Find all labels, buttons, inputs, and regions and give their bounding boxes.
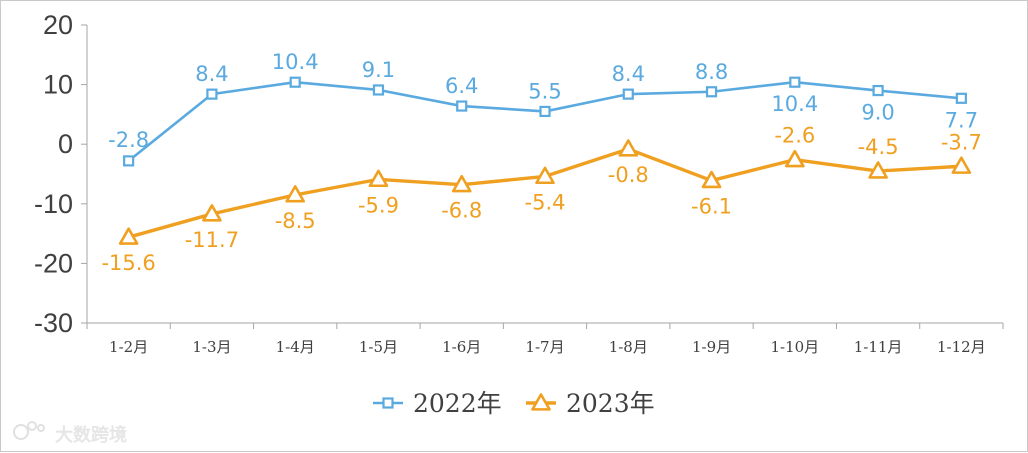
- x-tick-label: 1-12月: [937, 338, 986, 356]
- data-label: -4.5: [858, 135, 899, 159]
- data-label: 10.4: [771, 92, 818, 116]
- data-label: -0.8: [608, 163, 649, 187]
- data-label: 8.4: [195, 62, 228, 86]
- data-point: [622, 88, 634, 100]
- data-label: 7.7: [945, 108, 978, 132]
- x-tick-label: 1-11月: [854, 338, 903, 356]
- data-point: [289, 76, 301, 88]
- series-0: [123, 76, 967, 167]
- data-label: 8.4: [612, 62, 645, 86]
- watermark-text: 大数跨境: [55, 424, 127, 446]
- legend: 2022年 2023年: [373, 389, 655, 418]
- data-point: [872, 84, 884, 97]
- data-point: [951, 156, 972, 174]
- y-tick-label: 10: [43, 70, 73, 100]
- data-label: -6.1: [691, 195, 732, 219]
- data-point: [368, 169, 389, 188]
- data-label: -5.4: [525, 190, 566, 214]
- data-label: 6.4: [445, 74, 478, 98]
- data-point: [206, 88, 218, 100]
- data-point: [372, 84, 385, 96]
- data-point: [868, 161, 888, 179]
- data-point: [789, 76, 801, 88]
- data-label: -11.7: [185, 228, 239, 252]
- data-point: [955, 92, 967, 104]
- axes: [86, 25, 1003, 324]
- legend-label: 2022年: [413, 389, 502, 418]
- data-label: -3.7: [941, 130, 982, 154]
- data-label: 5.5: [528, 79, 561, 103]
- x-tick-label: 1-10月: [770, 338, 819, 356]
- x-tick-label: 1-3月: [192, 338, 231, 356]
- x-tick-label: 1-8月: [609, 338, 648, 356]
- data-labels: -2.8 8.4 10.4 9.1 6.4 5.5 8.4 8.8 10.4 9.0 7.7 -15.…: [101, 50, 981, 275]
- legend-item: 2022年: [373, 389, 502, 418]
- data-point: [456, 100, 468, 112]
- y-tick-label: 0: [58, 129, 73, 159]
- data-label: -2.8: [108, 128, 149, 152]
- x-tick-label: 1-4月: [276, 338, 315, 356]
- data-point: [701, 170, 722, 189]
- x-tick-label: 1-2月: [109, 338, 148, 356]
- data-point: [535, 166, 555, 185]
- data-point: [705, 86, 718, 98]
- data-label: -6.8: [441, 199, 482, 223]
- y-axis-ticks: 20 10 0 -10 -20 -30: [34, 10, 87, 338]
- data-label: 10.4: [272, 50, 319, 74]
- data-point: [123, 155, 135, 167]
- data-label: 9.1: [362, 58, 395, 82]
- data-label: -5.9: [358, 193, 399, 217]
- data-point: [785, 149, 805, 168]
- legend-label: 2023年: [566, 389, 655, 418]
- x-tick-label: 1-6月: [442, 338, 481, 356]
- x-tick-label: 1-5月: [359, 338, 398, 356]
- legend-item: 2023年: [526, 389, 655, 418]
- triangle-marker-icon: [531, 393, 551, 411]
- series-1: [118, 139, 972, 245]
- data-point: [118, 227, 139, 245]
- watermark: 大数跨境: [13, 421, 127, 446]
- data-label: 9.0: [861, 101, 894, 125]
- data-point: [285, 185, 305, 203]
- data-point: [618, 139, 639, 157]
- x-tick-label: 1-7月: [525, 338, 564, 356]
- data-label: -2.6: [774, 124, 815, 148]
- data-point: [451, 174, 472, 193]
- square-marker-icon: [382, 397, 394, 409]
- data-label: 8.8: [695, 60, 728, 84]
- y-tick-label: -20: [34, 248, 73, 278]
- y-tick-label: -30: [34, 308, 73, 338]
- x-axis-ticks: 1-2月 1-3月 1-4月 1-5月 1-6月 1-7月 1-8月 1-9月 1-10月 1-1…: [86, 323, 1004, 356]
- data-label: -8.5: [275, 209, 316, 233]
- y-tick-label: 20: [43, 10, 73, 40]
- y-tick-label: -10: [34, 189, 73, 219]
- series-group: [118, 76, 972, 245]
- data-label: -15.6: [101, 251, 155, 275]
- data-point: [539, 105, 551, 118]
- data-point: [202, 204, 222, 222]
- watermark-logo-icon: [13, 421, 45, 440]
- x-tick-label: 1-9月: [692, 338, 731, 356]
